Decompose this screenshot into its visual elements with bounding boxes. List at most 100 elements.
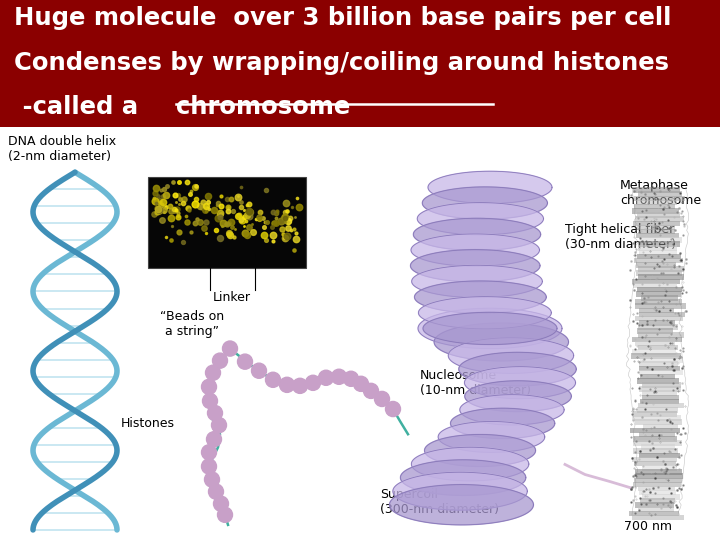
Bar — [636, 291, 681, 296]
Bar — [632, 208, 679, 214]
Text: 700 nm: 700 nm — [624, 520, 672, 533]
Circle shape — [202, 379, 217, 394]
Bar — [640, 229, 675, 234]
Polygon shape — [411, 234, 539, 266]
Circle shape — [238, 354, 253, 369]
Bar — [633, 436, 677, 442]
Circle shape — [343, 371, 359, 386]
Bar — [640, 237, 682, 242]
Circle shape — [209, 484, 223, 499]
Circle shape — [385, 401, 400, 416]
Circle shape — [305, 375, 320, 390]
Bar — [637, 328, 673, 334]
Bar — [639, 357, 683, 363]
Circle shape — [202, 394, 217, 409]
Bar — [634, 449, 678, 454]
Bar — [636, 270, 682, 276]
Bar — [638, 274, 684, 280]
Polygon shape — [459, 352, 576, 386]
Circle shape — [374, 392, 390, 407]
Text: Linker: Linker — [213, 291, 251, 304]
Bar — [630, 428, 680, 433]
Bar — [634, 204, 675, 210]
Polygon shape — [411, 447, 529, 481]
Bar — [642, 390, 677, 396]
Bar — [635, 420, 683, 425]
Circle shape — [217, 507, 233, 522]
Polygon shape — [393, 472, 527, 510]
Polygon shape — [412, 265, 542, 298]
Text: “Beads on
a string”: “Beads on a string” — [160, 310, 224, 338]
Polygon shape — [418, 296, 552, 329]
Polygon shape — [465, 381, 572, 411]
Bar — [642, 494, 680, 500]
Circle shape — [364, 383, 379, 399]
Bar — [636, 474, 683, 479]
Text: -called a: -called a — [14, 95, 147, 119]
Text: chromosome: chromosome — [176, 95, 351, 119]
Text: Supercoil
(300-nm diameter): Supercoil (300-nm diameter) — [380, 488, 499, 516]
Bar — [635, 469, 683, 475]
Bar — [632, 415, 681, 421]
Polygon shape — [413, 218, 541, 251]
Bar — [635, 316, 683, 321]
Circle shape — [266, 372, 281, 387]
Text: DNA double helix
(2-nm diameter): DNA double helix (2-nm diameter) — [8, 135, 116, 163]
Bar — [632, 515, 684, 521]
Bar — [635, 217, 685, 222]
Text: Nucleosome
(10-nm diameter): Nucleosome (10-nm diameter) — [420, 369, 531, 397]
Bar — [639, 386, 681, 392]
Bar — [634, 195, 685, 201]
Bar — [631, 353, 681, 359]
Bar — [148, 177, 306, 268]
Bar — [639, 361, 678, 367]
Bar — [640, 374, 675, 380]
Bar — [636, 303, 686, 309]
Bar — [642, 444, 675, 450]
Bar — [639, 312, 685, 317]
Circle shape — [207, 431, 222, 447]
Bar — [637, 254, 680, 259]
Circle shape — [205, 365, 220, 380]
Text: Condenses by wrapping/coiling around histones: Condenses by wrapping/coiling around his… — [14, 51, 670, 75]
Bar — [639, 432, 675, 437]
Bar — [634, 502, 674, 508]
Bar — [632, 336, 682, 342]
Circle shape — [202, 459, 217, 474]
Bar — [633, 482, 681, 487]
Polygon shape — [428, 171, 552, 204]
Bar — [639, 345, 678, 350]
Bar — [639, 320, 675, 326]
Bar — [639, 453, 680, 458]
Bar — [637, 225, 675, 230]
Bar — [638, 403, 684, 408]
Bar — [636, 212, 680, 218]
Polygon shape — [390, 484, 534, 525]
Polygon shape — [423, 312, 557, 345]
Polygon shape — [418, 202, 544, 235]
Polygon shape — [410, 249, 540, 282]
Bar — [634, 258, 683, 264]
Bar — [633, 187, 680, 193]
Circle shape — [204, 472, 220, 487]
Bar — [634, 477, 683, 483]
Bar — [634, 440, 682, 445]
Circle shape — [279, 377, 294, 393]
Circle shape — [207, 406, 222, 421]
Bar — [642, 295, 678, 301]
Bar — [633, 411, 677, 417]
Circle shape — [214, 496, 228, 511]
Polygon shape — [451, 408, 555, 438]
Bar — [632, 279, 680, 284]
Circle shape — [354, 376, 369, 392]
Bar — [639, 308, 674, 313]
Text: Tight helical fiber
(30-nm diameter): Tight helical fiber (30-nm diameter) — [565, 222, 676, 251]
Bar — [643, 423, 678, 429]
Bar — [642, 382, 681, 388]
Bar — [634, 461, 676, 467]
Bar — [639, 370, 683, 375]
Bar — [637, 287, 683, 292]
Polygon shape — [460, 395, 564, 425]
Circle shape — [202, 445, 217, 460]
Bar — [633, 220, 680, 226]
